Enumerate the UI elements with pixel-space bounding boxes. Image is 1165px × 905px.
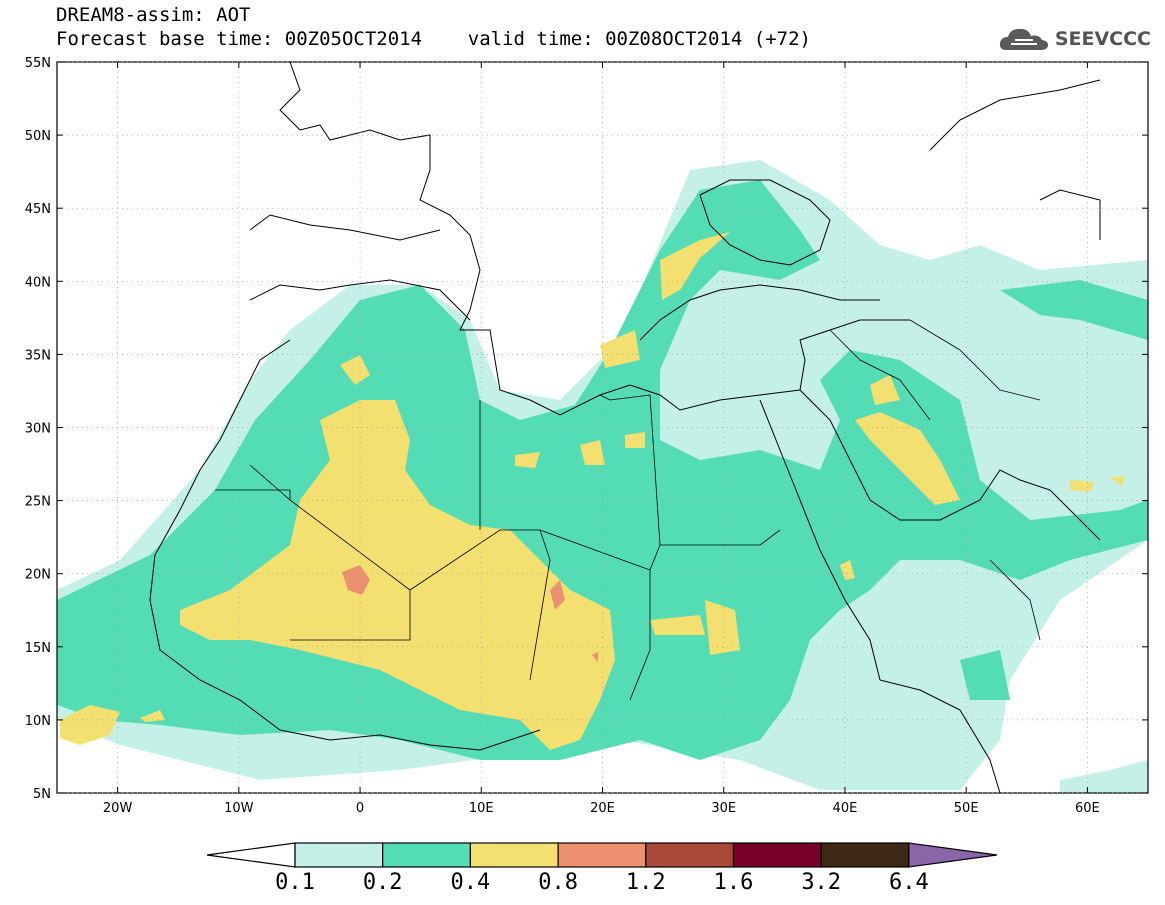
lat-tick-label: 10N bbox=[25, 714, 51, 729]
axis-ticks: 55N 50N 45N 40N 35N 30N 25N 20N 15N 10N 5N 20W 10W 0 1… bbox=[25, 56, 1148, 816]
lon-tick-label: 50E bbox=[954, 801, 979, 816]
colorbar-tick-label: 3.2 bbox=[801, 870, 841, 895]
lat-tick-label: 25N bbox=[25, 495, 51, 510]
title-line-1: DREAM8-assim: AOT bbox=[56, 4, 251, 26]
colorbar-right-arrow bbox=[908, 842, 997, 868]
colorbar-tick-label: 6.4 bbox=[889, 870, 929, 895]
lon-tick-label: 30E bbox=[711, 801, 736, 816]
lat-tick-label: 50N bbox=[25, 129, 51, 144]
coastlines bbox=[149, 62, 1101, 793]
lon-tick-label: 10E bbox=[469, 801, 494, 816]
seevccc-logo: SEEVCCC bbox=[997, 24, 1151, 54]
colorbar-bin bbox=[732, 842, 822, 868]
lat-tick-label: 45N bbox=[25, 202, 51, 217]
colorbar-bin bbox=[820, 842, 910, 868]
colorbar-bin bbox=[645, 842, 735, 868]
cloud-icon bbox=[999, 28, 1048, 50]
aot-field-0.8 bbox=[342, 565, 598, 662]
lon-tick-label: 20E bbox=[590, 801, 615, 816]
lon-tick-label: 40E bbox=[833, 801, 858, 816]
lat-tick-label: 5N bbox=[33, 787, 51, 802]
aot-field bbox=[57, 160, 1148, 793]
lat-tick-label: 40N bbox=[25, 275, 51, 290]
lon-tick-label: 20W bbox=[103, 801, 133, 816]
lon-tick-label: 10W bbox=[224, 801, 254, 816]
colorbar-tick-label: 0.1 bbox=[275, 870, 315, 895]
lon-tick-label: 0 bbox=[356, 801, 364, 816]
colorbar-bin bbox=[557, 842, 647, 868]
lat-tick-label: 15N bbox=[25, 641, 51, 656]
colorbar-bin bbox=[294, 842, 384, 868]
colorbar-bin bbox=[382, 842, 472, 868]
colorbar-tick-label: 0.2 bbox=[363, 870, 403, 895]
lat-tick-label: 55N bbox=[25, 56, 51, 71]
country-borders bbox=[215, 319, 1041, 701]
colorbar-tick-label: 1.6 bbox=[714, 870, 754, 895]
logo-text: SEEVCCC bbox=[1054, 28, 1151, 50]
colorbar-left-arrow bbox=[206, 842, 296, 868]
aot-field-0.4 bbox=[60, 232, 1125, 750]
lat-tick-label: 30N bbox=[25, 422, 51, 437]
colorbar-tick-label: 0.4 bbox=[451, 870, 491, 895]
colorbar-tick-label: 1.2 bbox=[626, 870, 666, 895]
colorbar: 0.1 0.2 0.4 0.8 1.2 1.6 3.2 6.4 bbox=[206, 842, 997, 895]
lon-tick-label: 60E bbox=[1075, 801, 1100, 816]
colorbar-bin bbox=[469, 842, 559, 868]
colorbar-tick-label: 0.8 bbox=[538, 870, 578, 895]
lat-tick-label: 35N bbox=[25, 348, 51, 363]
lat-tick-label: 20N bbox=[25, 568, 51, 583]
title-line-2: Forecast base time: 00Z05OCT2014 valid t… bbox=[56, 28, 811, 50]
